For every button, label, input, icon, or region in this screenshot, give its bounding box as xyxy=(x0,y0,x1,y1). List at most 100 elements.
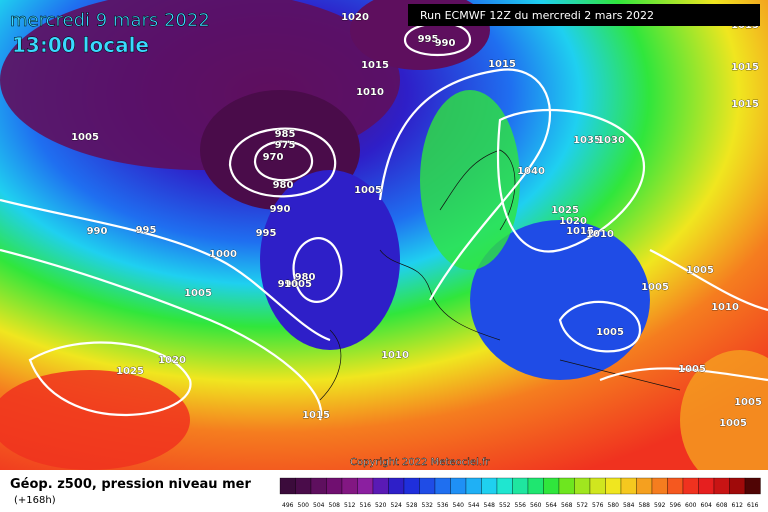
colorbar-cell xyxy=(698,477,715,495)
isobar-label: 1015 xyxy=(488,59,516,70)
isobar-label: 1025 xyxy=(551,205,579,216)
colorbar-label: 612 xyxy=(732,502,744,509)
colorbar-label: 576 xyxy=(592,502,604,509)
isobar-label: 1010 xyxy=(711,302,739,313)
isobar-label: 1015 xyxy=(361,60,389,71)
isobar-label: 1015 xyxy=(302,410,330,421)
run-info: Run ECMWF 12Z du mercredi 2 mars 2022 xyxy=(420,9,654,22)
colorbar-cell xyxy=(310,477,327,495)
isobar-label: 980 xyxy=(295,272,316,283)
isobar-label: 1035 xyxy=(573,135,601,146)
isobar-label: 1015 xyxy=(731,99,759,110)
colorbar-cell xyxy=(450,477,467,495)
run-box xyxy=(408,4,760,26)
colorbar-cell xyxy=(543,477,560,495)
isobar-label: 990 xyxy=(87,226,108,237)
colorbar-label: 552 xyxy=(499,502,511,509)
map xyxy=(0,0,768,490)
colorbar-label: 608 xyxy=(716,502,728,509)
isobar-label: 1005 xyxy=(284,279,312,290)
colorbar-label: 548 xyxy=(484,502,496,509)
product-title: Géop. z500, pression niveau mer xyxy=(10,477,251,492)
forecast-time: 13:00 locale xyxy=(12,33,149,57)
isobar-label: 1005 xyxy=(184,288,212,299)
isobar-label: 1020 xyxy=(158,355,186,366)
colorbar-label: 580 xyxy=(608,502,620,509)
isobar-label: 990 xyxy=(270,204,291,215)
colorbar-cell xyxy=(527,477,544,495)
forecast-date: mercredi 9 mars 2022 xyxy=(10,10,210,31)
isobar-label: 1010 xyxy=(381,350,409,361)
colorbar-label: 584 xyxy=(623,502,635,509)
colorbar-cell xyxy=(667,477,684,495)
colorbar-cell xyxy=(558,477,575,495)
colorbar-label: 512 xyxy=(344,502,356,509)
colorbar-label: 508 xyxy=(329,502,341,509)
isobar-label: 1015 xyxy=(731,62,759,73)
colorbar-cell xyxy=(651,477,668,495)
isobar-label: 1000 xyxy=(209,249,237,260)
colorbar-label: 600 xyxy=(685,502,697,509)
colorbar-label: 532 xyxy=(422,502,434,509)
colorbar-cell xyxy=(403,477,420,495)
colorbar-label: 568 xyxy=(561,502,573,509)
colorbar-label: 528 xyxy=(406,502,418,509)
colorbar: 496 500 504 508 512 516 520 524 528 532 536 540 544 5… xyxy=(279,477,761,509)
isobar-label: 1005 xyxy=(686,265,714,276)
colorbar-label: 572 xyxy=(577,502,589,509)
colorbar-cell xyxy=(682,477,699,495)
lead-time: (+168h) xyxy=(14,495,56,506)
colorbar-cell xyxy=(388,477,405,495)
isobar-label: 1010 xyxy=(356,87,384,98)
colorbar-cell xyxy=(419,477,436,495)
colorbar-cell xyxy=(512,477,529,495)
colorbar-label: 520 xyxy=(375,502,387,509)
colorbar-cell xyxy=(744,477,761,495)
colorbar-label: 604 xyxy=(701,502,713,509)
colorbar-label: 544 xyxy=(468,502,480,509)
colorbar-label: 596 xyxy=(670,502,682,509)
colorbar-label: 504 xyxy=(313,502,325,509)
isobar-label: 1025 xyxy=(116,366,144,377)
colorbar-cell xyxy=(713,477,730,495)
isobar-label: 995 xyxy=(136,225,157,236)
isobar-label: 1005 xyxy=(678,364,706,375)
isobar-label: 1005 xyxy=(734,397,762,408)
colorbar-label: 616 xyxy=(747,502,759,509)
colorbar-label: 524 xyxy=(391,502,403,509)
isobar-label: 980 xyxy=(273,180,294,191)
colorbar-label: 496 xyxy=(282,502,294,509)
isobar-label: 995 xyxy=(256,228,277,239)
isobar-label: 1020 xyxy=(341,12,369,23)
colorbar-label: 556 xyxy=(515,502,527,509)
colorbar-cell xyxy=(279,477,296,495)
isobar-label: 995 xyxy=(418,34,439,45)
colorbar-cell xyxy=(636,477,653,495)
colorbar-label: 500 xyxy=(298,502,310,509)
colorbar-cell xyxy=(589,477,606,495)
isobar-label: 990 xyxy=(278,279,299,290)
colorbar-cell xyxy=(729,477,746,495)
colorbar-label: 536 xyxy=(437,502,449,509)
isobar-label: 1005 xyxy=(641,282,669,293)
isobar-label: 975 xyxy=(275,140,296,151)
colorbar-cell xyxy=(434,477,451,495)
isobar-label: 970 xyxy=(263,152,284,163)
colorbar-cell xyxy=(326,477,343,495)
colorbar-cell xyxy=(357,477,374,495)
colorbar-label: 516 xyxy=(360,502,372,509)
colorbar-cell xyxy=(465,477,482,495)
isobar-label: 1040 xyxy=(517,166,545,177)
isobar-label: 1020 xyxy=(559,216,587,227)
colorbar-label: 588 xyxy=(639,502,651,509)
isobar-label: 1010 xyxy=(586,229,614,240)
colorbar-label: 560 xyxy=(530,502,542,509)
copyright: Copyright 2022 Meteociel.fr xyxy=(350,457,491,468)
colorbar-cell xyxy=(341,477,358,495)
colorbar-cell xyxy=(574,477,591,495)
colorbar-cell xyxy=(620,477,637,495)
colorbar-label: 564 xyxy=(546,502,558,509)
isobar-label: 985 xyxy=(275,129,296,140)
colorbar-cell xyxy=(496,477,513,495)
